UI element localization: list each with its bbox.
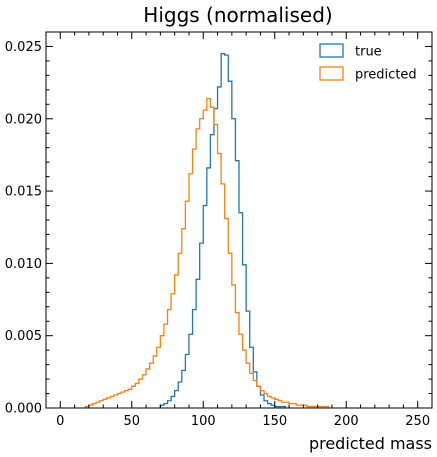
legend-swatch-true	[319, 43, 344, 58]
x-tick-label: 0	[56, 414, 64, 429]
y-tick-label: 0.005	[5, 329, 42, 344]
chart-title: Higgs (normalised)	[143, 3, 332, 27]
plot-frame	[45, 31, 433, 409]
x-axis-label: predicted mass	[309, 434, 432, 453]
y-tick-label: 0.020	[5, 112, 42, 127]
legend-swatch-predicted	[319, 66, 344, 81]
y-tick-label: 0.015	[5, 185, 42, 200]
x-tick-label: 100	[191, 414, 216, 429]
x-tick-label: 50	[124, 414, 141, 429]
y-tick-label: 0.000	[5, 402, 42, 417]
plot-area	[84, 53, 329, 408]
series-true-step	[159, 53, 287, 408]
x-tick-label: 150	[262, 414, 287, 429]
y-tick-label: 0.010	[5, 257, 42, 272]
x-tick-label: 250	[405, 414, 430, 429]
x-tick-label: 200	[334, 414, 359, 429]
legend: true predicted	[319, 43, 417, 83]
axes: 0 50 100 150 200 250 0.000 0.005 0.010 0.015 0.020…	[5, 31, 433, 429]
y-tick-label: 0.025	[5, 40, 42, 55]
series-predicted-step	[84, 97, 329, 408]
legend-label-predicted: predicted	[355, 68, 417, 83]
legend-label-true: true	[355, 45, 382, 60]
